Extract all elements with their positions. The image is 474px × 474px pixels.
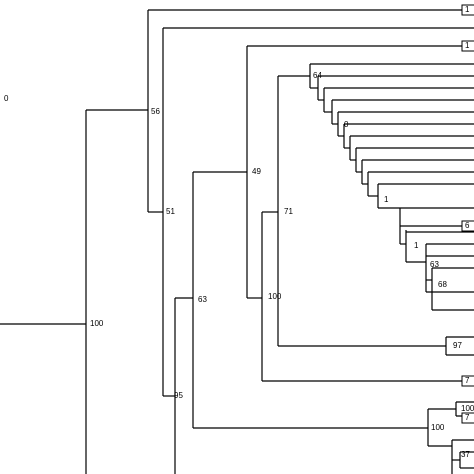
tip-label: 1: [465, 41, 470, 50]
support-label: 97: [453, 341, 462, 350]
tip-box: [461, 375, 474, 387]
support-label: 95: [174, 391, 183, 400]
support-label: 63: [430, 260, 439, 269]
support-label: 1: [414, 241, 419, 250]
support-label: 64: [313, 71, 322, 80]
tip-label: 7: [465, 376, 470, 385]
support-label: 100: [90, 319, 104, 328]
support-label: 100: [268, 292, 282, 301]
support-label: 100: [461, 404, 474, 413]
support-label: 100: [431, 423, 445, 432]
support-label: 49: [252, 167, 261, 176]
tip-box: [461, 220, 474, 232]
tip-label: 1: [465, 5, 470, 14]
support-label: 71: [284, 207, 293, 216]
support-label: 51: [166, 207, 175, 216]
support-label: 0: [4, 94, 9, 103]
support-label: 68: [438, 280, 447, 289]
support-label: 63: [198, 295, 207, 304]
support-label: 37: [461, 450, 470, 459]
tip-label: 6: [465, 221, 470, 230]
support-label: 1: [384, 195, 389, 204]
tip-box: [461, 4, 474, 16]
support-label: 56: [151, 107, 160, 116]
tip-box: [461, 40, 474, 52]
support-label: 0: [344, 120, 349, 129]
tip-label: 7: [465, 413, 470, 422]
tip-box: [461, 412, 474, 424]
